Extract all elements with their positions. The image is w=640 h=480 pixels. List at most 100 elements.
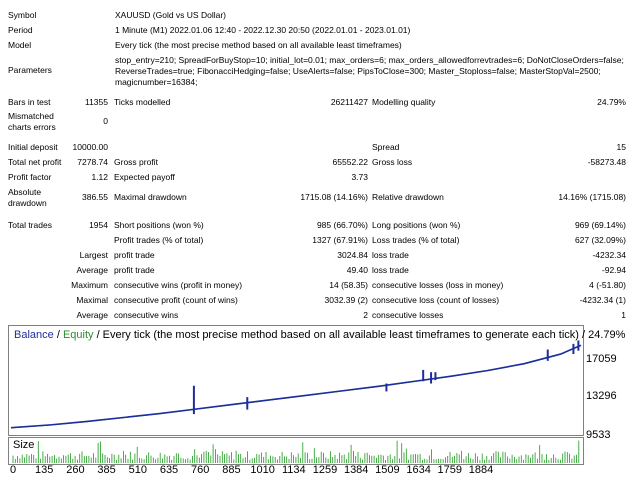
x-tick-label: 1509 xyxy=(375,464,400,476)
chart-title-equity: Equity xyxy=(62,329,94,341)
x-tick-label: 510 xyxy=(128,464,147,476)
absolute-drawdown-value: 386.55 xyxy=(82,192,108,202)
x-tick-label: 885 xyxy=(222,464,241,476)
x-tick-label: 1884 xyxy=(468,464,494,476)
balance-chart: Balance / Equity / Every tick (the most … xyxy=(8,325,625,436)
max-consecutive-losses-label: consecutive losses (loss in money) xyxy=(372,280,504,290)
max-consecutive-wins-label: consecutive wins (profit in money) xyxy=(114,280,243,290)
gross-profit-value: 65552.22 xyxy=(332,157,368,167)
short-positions-label: Short positions (won %) xyxy=(114,220,204,230)
average-profit-trade-label: profit trade xyxy=(114,265,155,275)
x-tick-label: 1384 xyxy=(343,464,369,476)
chart-title-rest: / Every tick (the most precise method ba… xyxy=(93,329,626,341)
avg-consecutive-wins-value: 2 xyxy=(363,310,368,320)
parameters-label: Parameters xyxy=(8,65,52,75)
deposit-value: 10000.00 xyxy=(72,142,108,152)
profit-factor-value: 1.12 xyxy=(91,172,108,182)
relative-drawdown-label: Relative drawdown xyxy=(372,192,444,202)
x-tick-label: 1759 xyxy=(437,464,463,476)
x-tick-label: 635 xyxy=(159,464,179,476)
max-consecutive-losses-value: 4 (-51.80) xyxy=(589,280,626,290)
period-label: Period xyxy=(8,25,33,35)
absolute-drawdown-label-2: drawdown xyxy=(8,198,47,208)
loss-trades-label: Loss trades (% of total) xyxy=(372,235,460,245)
gross-loss-value: -58273.48 xyxy=(587,157,626,167)
max-consecutive-wins-value: 14 (58.35) xyxy=(329,280,368,290)
x-tick-label: 260 xyxy=(66,464,85,476)
y-tick-top: 17059 xyxy=(586,353,617,365)
maximal-label: Maximal xyxy=(76,295,108,305)
quality-label: Modelling quality xyxy=(372,97,436,107)
maximal-consecutive-profit-value: 3032.39 (2) xyxy=(324,295,368,305)
ticks-value: 26211427 xyxy=(330,97,368,107)
total-trades-value: 1954 xyxy=(89,220,108,230)
period-value: 1 Minute (M1) 2022.01.06 12:40 - 2022.12… xyxy=(115,25,411,35)
x-tick-label: 1010 xyxy=(250,464,275,476)
series-line-balance xyxy=(10,344,582,429)
short-positions-value: 985 (66.70%) xyxy=(316,220,368,230)
balance-chart-plot xyxy=(10,340,582,429)
x-tick-label: 1634 xyxy=(406,464,431,476)
x-tick-label: 1259 xyxy=(312,464,338,476)
long-positions-value: 969 (69.14%) xyxy=(574,220,626,230)
bars-value: 11355 xyxy=(84,97,108,107)
parameters-line-1: stop_entry=210; SpreadForBuyStop=10; ini… xyxy=(115,55,624,65)
avg-consecutive-losses-value: 1 xyxy=(621,310,626,320)
x-tick-label: 135 xyxy=(35,464,54,476)
spread-value: 15 xyxy=(616,142,626,152)
ticks-label: Ticks modelled xyxy=(114,97,171,107)
maximal-consecutive-loss-label: consecutive loss (count of losses) xyxy=(372,295,500,305)
net-profit-value: 7278.74 xyxy=(77,157,108,167)
maximum-label: Maximum xyxy=(71,280,108,290)
average-loss-trade-value: -92.94 xyxy=(601,265,626,275)
mismatch-label-2: charts errors xyxy=(8,122,56,132)
model-value: Every tick (the most precise method base… xyxy=(115,40,402,50)
size-label: Size xyxy=(13,439,35,451)
average-loss-trade-label: loss trade xyxy=(372,265,409,275)
mismatch-value: 0 xyxy=(103,116,108,126)
average-profit-trade-value: 49.40 xyxy=(346,265,368,275)
y-tick-bottom: 9533 xyxy=(586,429,611,441)
mismatch-label-1: Mismatched xyxy=(8,111,54,121)
avg-consecutive-wins-label: consecutive wins xyxy=(114,310,179,320)
profit-factor-label: Profit factor xyxy=(8,172,52,182)
x-tick-label: 0 xyxy=(9,464,17,476)
total-trades-label: Total trades xyxy=(8,220,52,230)
maximal-drawdown-value: 1715.08 (14.16%) xyxy=(300,192,368,202)
largest-profit-trade-value: 3024.84 xyxy=(337,250,368,260)
largest-profit-trade-label: profit trade xyxy=(114,250,155,260)
x-tick-label: 385 xyxy=(97,464,116,476)
parameters-line-3: magicnumber=16384; xyxy=(115,77,198,87)
maximal-consecutive-loss-value: -4232.34 (1) xyxy=(579,295,626,305)
expected-payoff-label: Expected payoff xyxy=(114,172,175,182)
net-profit-label: Total net profit xyxy=(8,157,62,167)
relative-drawdown-value: 14.16% (1715.08) xyxy=(558,192,626,202)
absolute-drawdown-label-1: Absolute xyxy=(8,187,42,197)
avg-consecutive-losses-label: consecutive losses xyxy=(372,310,444,320)
largest-loss-trade-label: loss trade xyxy=(372,250,409,260)
chart-title-balance: Balance xyxy=(14,329,54,341)
series-line-equity xyxy=(10,344,582,429)
chart-title-separator: / xyxy=(53,329,63,341)
deposit-label: Initial deposit xyxy=(8,142,58,152)
chart-title: Balance / Equity / Every tick (the most … xyxy=(14,329,625,341)
spread-label: Spread xyxy=(372,142,400,152)
symbol-label: Symbol xyxy=(8,10,37,20)
loss-trades-value: 627 (32.09%) xyxy=(574,235,626,245)
largest-label: Largest xyxy=(79,250,108,260)
average-consecutive-label: Average xyxy=(76,310,108,320)
profit-trades-label: Profit trades (% of total) xyxy=(114,235,204,245)
x-tick-label: 760 xyxy=(191,464,210,476)
x-tick-label: 1134 xyxy=(281,464,306,476)
model-label: Model xyxy=(8,40,32,50)
y-tick-middle: 13296 xyxy=(586,390,617,402)
quality-value: 24.79% xyxy=(597,97,626,107)
average-label: Average xyxy=(76,265,108,275)
profit-trades-value: 1327 (67.91%) xyxy=(312,235,368,245)
size-chart: Size xyxy=(8,437,584,465)
maximal-consecutive-profit-label: consecutive profit (count of wins) xyxy=(114,295,238,305)
symbol-value: XAUUSD (Gold vs US Dollar) xyxy=(115,10,226,20)
expected-payoff-value: 3.73 xyxy=(351,172,368,182)
size-chart-plot xyxy=(12,440,580,463)
long-positions-label: Long positions (won %) xyxy=(372,220,461,230)
